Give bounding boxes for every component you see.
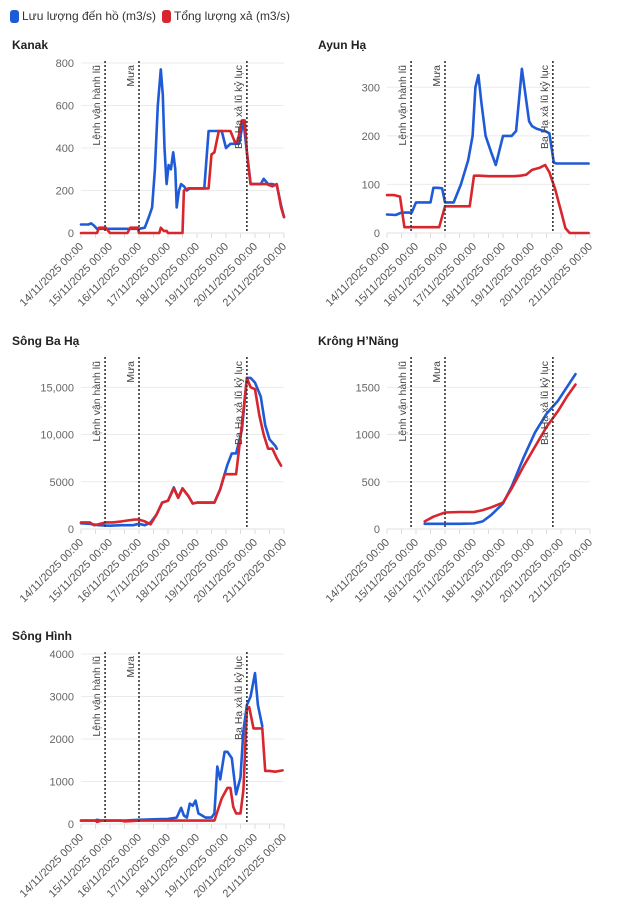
y-tick-label: 1000 xyxy=(356,430,380,442)
panel-song-hinh: Sông Hình 0 1000 2000 3000 4000 14/11/2025 00… xyxy=(10,629,310,919)
event-marker-label: Lệnh vận hành lũ xyxy=(91,656,103,737)
event-marker-label: Mưa xyxy=(431,65,443,87)
panel-kanak: Kanak 0 200 400 600 800 14/11/2025 00:00 15/11… xyxy=(10,38,310,328)
series-line-discharge xyxy=(385,163,590,235)
y-tick-label: 1000 xyxy=(50,777,74,789)
y-tick-label: 400 xyxy=(56,143,74,155)
panel-ayun-ha: Ayun Hạ 0 100 200 300 14/11/2025 00:00 15/11/… xyxy=(316,38,616,328)
event-marker-label: Lệnh vận hành lũ xyxy=(91,65,103,146)
y-tick-label: 600 xyxy=(56,101,74,113)
y-tick-label: 4000 xyxy=(50,649,74,661)
y-tick-label: 200 xyxy=(362,131,380,143)
series-line-discharge xyxy=(79,376,283,527)
y-tick-label: 0 xyxy=(374,524,380,536)
y-tick-label: 500 xyxy=(362,477,380,489)
panel-title: Ayun Hạ xyxy=(318,38,367,52)
event-marker-label: Ba Hạ xả lũ kỷ lục xyxy=(233,656,245,740)
chart-legend: Lưu lượng đến hồ (m3/s) Tổng lượng xả (m… xyxy=(10,9,296,23)
y-tick-label: 3000 xyxy=(50,692,74,704)
y-tick-label: 100 xyxy=(362,179,380,191)
event-marker-label: Mưa xyxy=(125,656,137,678)
y-tick-label: 0 xyxy=(68,819,74,831)
y-tick-label: 15,000 xyxy=(40,382,74,394)
legend-label-discharge: Tổng lượng xả (m3/s) xyxy=(174,9,290,23)
event-marker-label: Lệnh vận hành lũ xyxy=(397,65,409,146)
legend-label-inflow: Lưu lượng đến hồ (m3/s) xyxy=(22,9,156,23)
event-marker-label: Mưa xyxy=(125,361,137,383)
series-line-discharge xyxy=(423,383,577,523)
series-line-discharge xyxy=(79,705,284,824)
y-tick-label: 0 xyxy=(68,228,74,240)
series-line-discharge xyxy=(79,119,286,235)
y-tick-label: 300 xyxy=(362,82,380,94)
event-marker-label: Mưa xyxy=(431,361,443,383)
legend-swatch-discharge xyxy=(162,9,171,23)
y-tick-label: 0 xyxy=(374,228,380,240)
y-tick-label: 5000 xyxy=(50,477,74,489)
event-marker-label: Ba Hạ xả lũ kỷ lục xyxy=(539,361,551,445)
event-marker-label: Ba Hạ xả lũ kỷ lục xyxy=(233,65,245,149)
y-tick-label: 200 xyxy=(56,186,74,198)
legend-item-inflow[interactable]: Lưu lượng đến hồ (m3/s) xyxy=(10,9,156,23)
series-line-inflow xyxy=(385,67,590,217)
series-line-inflow xyxy=(79,376,279,527)
y-tick-label: 2000 xyxy=(50,734,74,746)
event-marker-label: Lệnh vận hành lũ xyxy=(91,361,103,442)
y-tick-label: 10,000 xyxy=(40,430,74,442)
panel-title: Krông H’Năng xyxy=(318,334,399,348)
event-marker-label: Ba Hạ xả lũ kỷ lục xyxy=(233,361,245,445)
event-marker-label: Mưa xyxy=(125,65,137,87)
panel-title: Sông Hình xyxy=(12,629,72,643)
panel-title: Kanak xyxy=(12,38,49,52)
legend-swatch-inflow xyxy=(10,9,19,23)
panel-title: Sông Ba Hạ xyxy=(12,334,80,348)
y-tick-label: 0 xyxy=(68,524,74,536)
event-marker-label: Ba Hạ xả lũ kỷ lục xyxy=(539,65,551,149)
panel-krong-hnang: Krông H’Năng 0 500 1000 1500 14/11/2025 00:0… xyxy=(316,334,616,624)
event-marker-label: Lệnh vận hành lũ xyxy=(397,361,409,442)
panel-song-ba-ha: Sông Ba Hạ 0 5000 10,000 15,000 14/11/2025 0… xyxy=(10,334,310,624)
legend-item-discharge[interactable]: Tổng lượng xả (m3/s) xyxy=(162,9,290,23)
y-tick-label: 800 xyxy=(56,58,74,70)
y-tick-label: 1500 xyxy=(356,382,380,394)
